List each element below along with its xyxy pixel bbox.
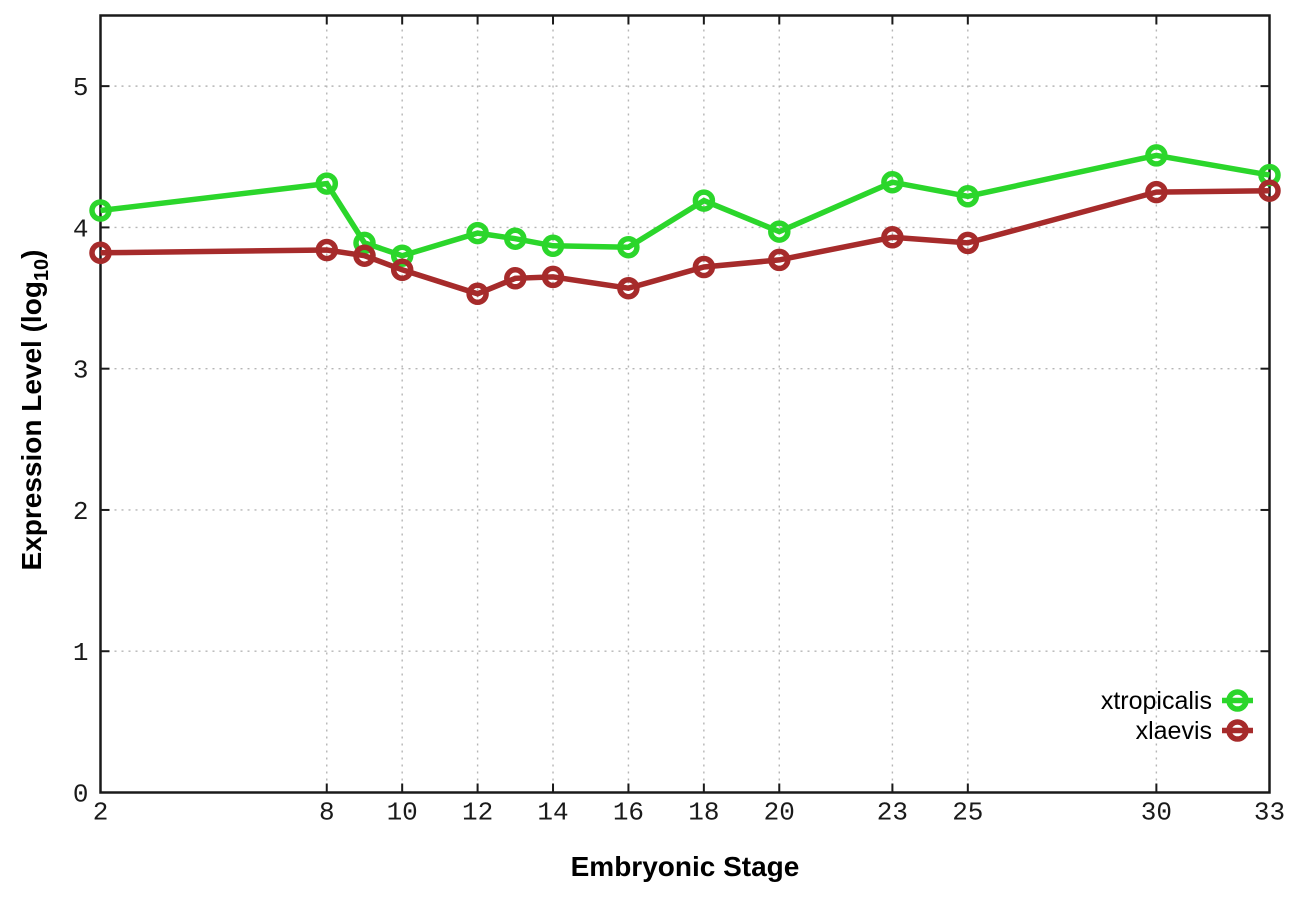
y-axis-title-subscript: 10 bbox=[31, 259, 53, 281]
x-tick-label-12: 12 bbox=[462, 798, 493, 828]
y-axis-title-close-paren: ) bbox=[16, 250, 47, 259]
data-point-xlaevis-stage-10 bbox=[390, 258, 414, 282]
legend-label-xtropicalis: xtropicalis bbox=[1101, 687, 1212, 715]
x-tick-label-10: 10 bbox=[387, 798, 418, 828]
legend-sample-marker-xlaevis bbox=[1226, 719, 1249, 742]
data-point-xlaevis-stage-20 bbox=[768, 248, 791, 272]
x-tick-label-18: 18 bbox=[688, 798, 719, 828]
data-point-xtropicalis-stage-30 bbox=[1145, 144, 1168, 167]
data-point-xlaevis-stage-13 bbox=[504, 267, 527, 290]
data-point-xtropicalis-stage-20 bbox=[768, 220, 791, 243]
data-point-xtropicalis-stage-23 bbox=[881, 170, 904, 194]
data-point-xlaevis-stage-9 bbox=[353, 244, 376, 267]
data-point-xtropicalis-stage-12 bbox=[466, 221, 489, 245]
x-tick-label-14: 14 bbox=[537, 798, 568, 828]
legend-sample-marker-xtropicalis bbox=[1226, 689, 1249, 712]
x-tick-label-25: 25 bbox=[952, 798, 983, 828]
data-point-xtropicalis-stage-2 bbox=[89, 199, 112, 222]
y-tick-label-4: 4 bbox=[73, 214, 89, 244]
plot-border bbox=[99, 14, 1271, 794]
series-layer bbox=[89, 144, 1281, 306]
y-axis-title-main: Expression Level (log bbox=[16, 281, 47, 570]
data-point-xlaevis-stage-16 bbox=[617, 276, 640, 300]
x-tick-label-16: 16 bbox=[613, 798, 644, 828]
data-point-xlaevis-stage-33 bbox=[1258, 179, 1281, 202]
data-point-xlaevis-stage-8 bbox=[315, 238, 339, 262]
x-tick-label-20: 20 bbox=[764, 798, 795, 828]
x-tick-label-33: 33 bbox=[1254, 798, 1285, 828]
data-point-xlaevis-stage-23 bbox=[881, 226, 904, 249]
x-tick-label-8: 8 bbox=[319, 798, 335, 828]
data-point-xlaevis-stage-14 bbox=[541, 265, 565, 289]
y-tick-label-1: 1 bbox=[73, 638, 89, 668]
data-point-xtropicalis-stage-18 bbox=[692, 189, 716, 212]
data-point-xtropicalis-stage-16 bbox=[617, 235, 640, 259]
y-tick-label-5: 5 bbox=[73, 73, 89, 103]
data-point-xtropicalis-stage-14 bbox=[541, 234, 565, 258]
data-point-xtropicalis-stage-10 bbox=[390, 244, 414, 267]
data-point-xtropicalis-stage-25 bbox=[956, 185, 980, 208]
y-tick-label-0: 0 bbox=[73, 780, 89, 810]
legend: xtropicalis xlaevis bbox=[1101, 687, 1253, 745]
x-tick-label-30: 30 bbox=[1141, 798, 1172, 828]
data-point-xlaevis-stage-12 bbox=[466, 282, 489, 306]
grid-layer bbox=[100, 15, 1270, 793]
legend-label-xlaevis: xlaevis bbox=[1136, 717, 1212, 745]
data-point-xtropicalis-stage-13 bbox=[504, 227, 527, 250]
x-tick-label-2: 2 bbox=[93, 798, 109, 828]
data-point-xlaevis-stage-25 bbox=[956, 231, 980, 255]
legend-samples bbox=[1222, 689, 1253, 742]
y-axis-title: Expression Level (log10) bbox=[16, 250, 53, 571]
y-tick-label-2: 2 bbox=[73, 497, 89, 527]
data-point-xtropicalis-stage-8 bbox=[315, 172, 339, 195]
data-point-xlaevis-stage-18 bbox=[692, 255, 716, 279]
y-tick-label-3: 3 bbox=[73, 356, 89, 386]
data-point-xlaevis-stage-2 bbox=[89, 241, 112, 265]
x-axis-title: Embryonic Stage bbox=[571, 851, 800, 882]
x-tick-label-23: 23 bbox=[877, 798, 908, 828]
data-point-xtropicalis-stage-9 bbox=[353, 231, 376, 255]
data-point-xlaevis-stage-30 bbox=[1145, 180, 1168, 204]
